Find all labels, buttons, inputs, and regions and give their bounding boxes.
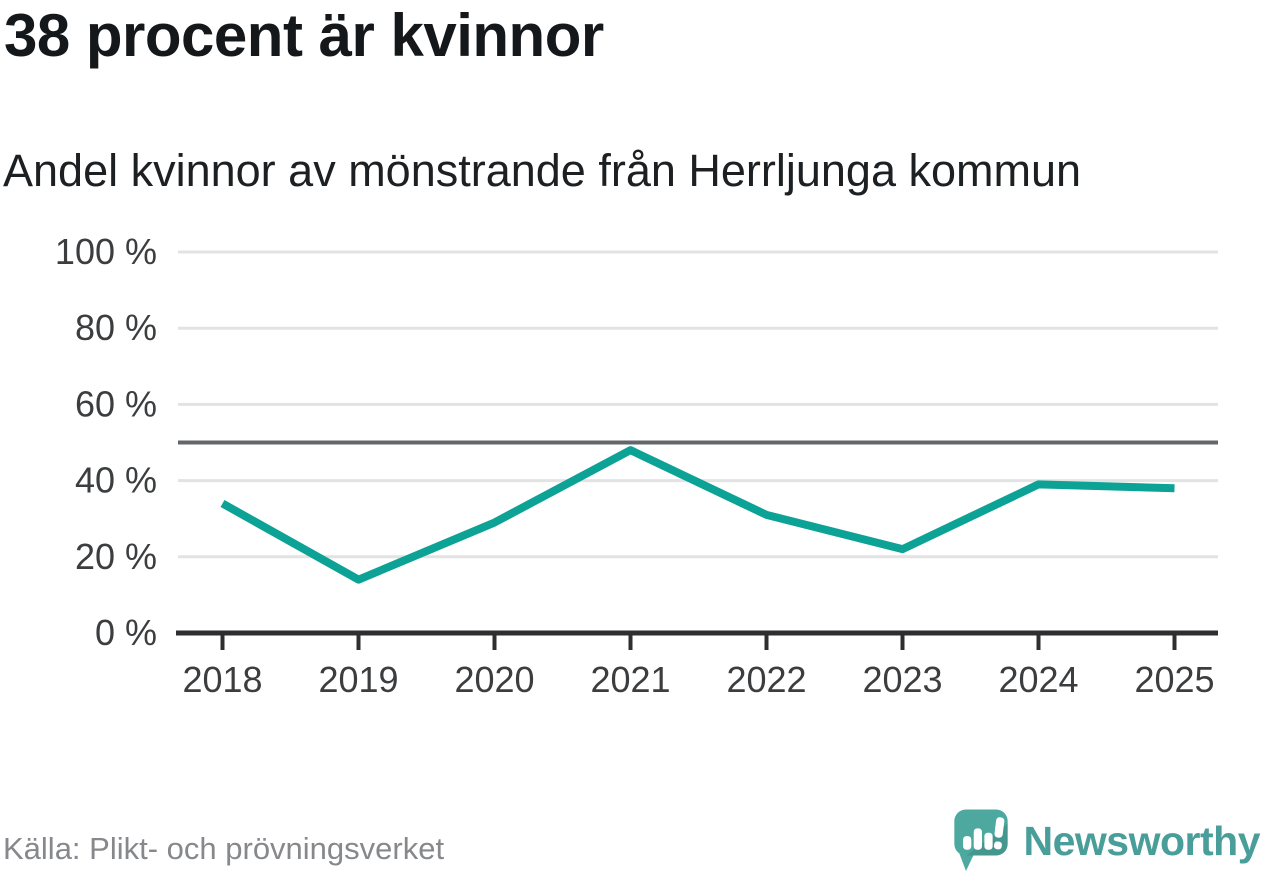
y-tick-label: 100 % (55, 231, 157, 272)
x-tick-label: 2019 (318, 659, 398, 700)
source-note: Källa: Plikt- och prövningsverket (3, 831, 445, 866)
chart-subtitle: Andel kvinnor av mönstrande från Herrlju… (3, 145, 1082, 196)
x-tick-label: 2018 (182, 659, 262, 700)
brand-name: Newsworthy (1023, 817, 1261, 864)
y-tick-label: 60 % (75, 383, 157, 424)
x-tick-label: 2024 (998, 659, 1078, 700)
x-tick-label: 2023 (862, 659, 942, 700)
chart-title: 38 procent är kvinnor (4, 2, 604, 69)
x-tick-label: 2021 (590, 659, 670, 700)
x-tick-label: 2025 (1134, 659, 1214, 700)
newsworthy-logo: Newsworthy (953, 809, 1261, 873)
y-tick-label: 80 % (75, 307, 157, 348)
newsworthy-icon (953, 809, 1008, 872)
x-tick-label: 2022 (726, 659, 806, 700)
y-tick-label: 40 % (75, 460, 157, 501)
y-tick-label: 0 % (95, 612, 157, 653)
x-tick-label: 2020 (454, 659, 534, 700)
y-tick-label: 20 % (75, 536, 157, 577)
series-line (220, 446, 1175, 584)
